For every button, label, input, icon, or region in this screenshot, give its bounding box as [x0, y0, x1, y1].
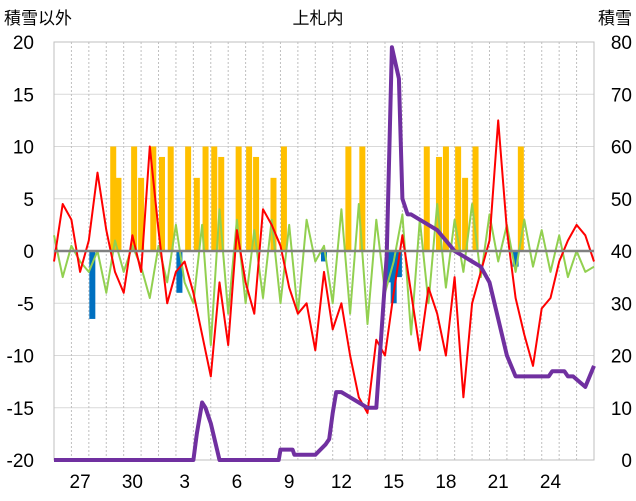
right-tick-label: 60: [611, 138, 632, 159]
bar-0-3: [138, 177, 145, 251]
series-line-4: [54, 45, 596, 462]
x-tick-label: 24: [540, 472, 562, 493]
bar-0-12: [235, 146, 242, 251]
x-tick-label: 15: [383, 472, 404, 493]
x-tick-label: 21: [488, 472, 509, 493]
x-tick-label: 3: [179, 472, 190, 493]
right-tick-label: 80: [611, 33, 632, 54]
bar-0-20: [435, 156, 442, 251]
x-tick-label: 27: [70, 472, 91, 493]
left-tick-label: -5: [17, 294, 34, 315]
x-tick-label: 18: [435, 472, 456, 493]
left-axis-label: 積雪以外: [4, 9, 72, 29]
bar-0-19: [423, 146, 430, 251]
left-tick-label: 20: [13, 33, 34, 54]
bar-1-1: [176, 251, 183, 293]
left-tick-label: -20: [7, 451, 34, 472]
bars: [89, 146, 524, 319]
x-tick-label: 30: [122, 472, 143, 493]
bar-0-10: [211, 146, 218, 251]
bar-0-1: [115, 177, 122, 251]
tick-labels: 20 80 15 70 10 60 5 50 0 40 -5 30 -10 20 -15 10 -20 0 27 30…: [7, 33, 632, 493]
left-tick-label: 5: [23, 190, 34, 211]
bar-0-18: [359, 146, 366, 251]
bar-0-14: [253, 156, 260, 251]
left-tick-label: 0: [23, 242, 34, 263]
series-line-3: [53, 119, 595, 414]
right-tick-label: 10: [611, 399, 632, 420]
left-tick-label: -15: [7, 399, 34, 420]
x-tick-label: 9: [284, 472, 295, 493]
bar-1-2: [321, 251, 327, 262]
bar-0-22: [455, 146, 462, 251]
left-tick-label: 15: [13, 85, 34, 106]
bar-0-5: [159, 156, 165, 251]
bar-0-11: [218, 156, 225, 251]
right-tick-label: 70: [611, 85, 632, 106]
bar-0-13: [246, 146, 253, 251]
bar-0-17: [345, 146, 352, 251]
chart-title: 上札内: [293, 9, 344, 29]
right-tick-label: 30: [611, 294, 632, 315]
series-line-2: [53, 203, 595, 347]
right-tick-label: 0: [621, 451, 632, 472]
bar-0-7: [185, 146, 192, 251]
bar-0-0: [110, 146, 117, 251]
left-tick-label: -10: [7, 347, 34, 368]
right-tick-label: 20: [611, 347, 632, 368]
bar-0-2: [131, 146, 138, 251]
bar-0-8: [193, 177, 200, 251]
bar-1-4: [390, 251, 397, 304]
bar-1-6: [512, 251, 519, 267]
x-tick-label: 12: [331, 472, 352, 493]
bar-0-9: [202, 146, 209, 251]
right-tick-label: 40: [611, 242, 632, 263]
bar-0-15: [270, 177, 277, 251]
bar-0-23: [462, 177, 469, 251]
bar-0-21: [442, 146, 449, 251]
bar-1-3: [385, 251, 392, 283]
right-axis-label: 積雪: [598, 9, 632, 29]
bar-0-25: [517, 146, 524, 251]
series-lines: [53, 45, 596, 462]
bar-0-24: [472, 146, 479, 251]
left-tick-label: 10: [13, 138, 34, 159]
right-tick-label: 50: [611, 190, 632, 211]
bar-0-16: [280, 146, 287, 251]
bar-1-0: [89, 251, 96, 319]
x-tick-label: 6: [232, 472, 243, 493]
bar-0-4: [150, 146, 157, 251]
bar-0-6: [167, 146, 174, 251]
